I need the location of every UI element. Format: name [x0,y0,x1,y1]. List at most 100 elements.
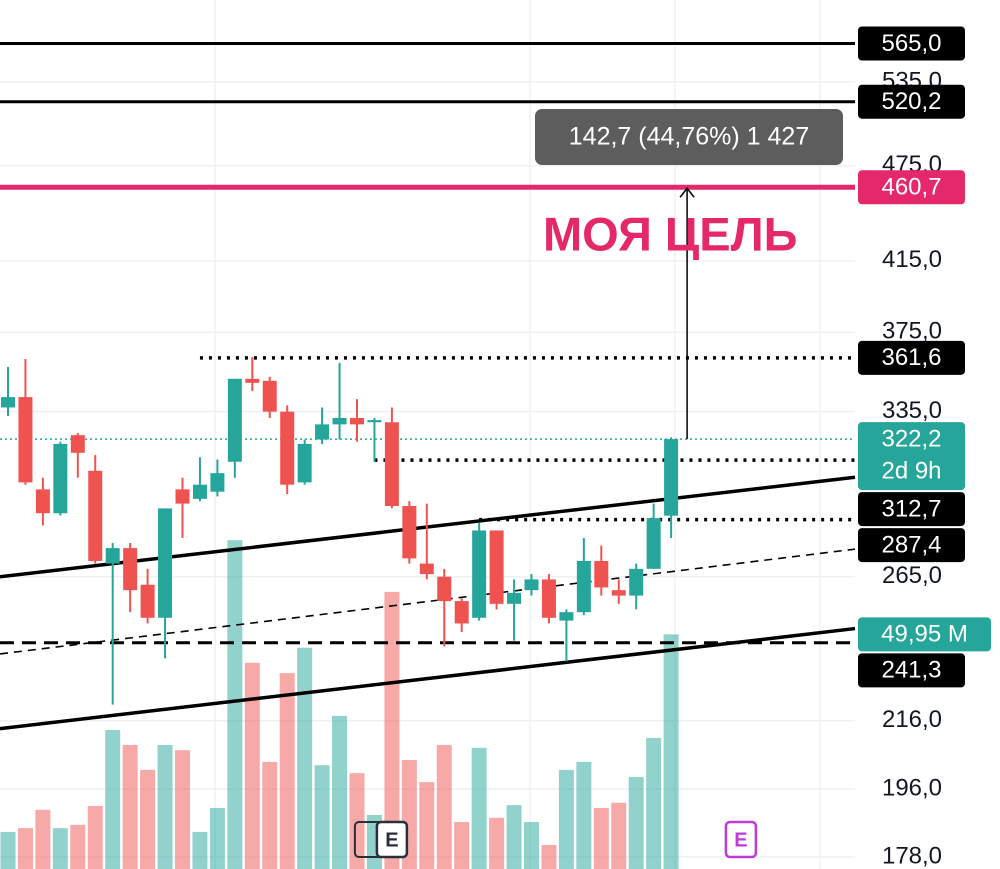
volume-bar [663,634,679,869]
volume-bar [262,761,278,869]
candle-body [646,518,661,569]
volume-bar [332,715,348,869]
y-tick-label: 265,0 [882,562,942,589]
candle-body [437,576,452,602]
price-label-box [858,528,965,563]
candle-body [629,568,644,596]
candle-body [245,378,260,383]
volume-bar [628,776,644,869]
arrow-head [679,187,695,198]
candle-body [524,579,539,591]
candle-body [140,584,155,618]
volume-bar [419,782,435,869]
price-label-box [858,340,965,375]
volume-bar [454,822,470,869]
event-label: E [734,829,747,851]
volume-bar [279,673,295,869]
candle-body [227,378,242,462]
price-label: 520,2 [881,88,941,115]
candle-body [332,417,347,425]
candle-body [175,489,190,504]
price-label: 2d 9h [881,457,941,484]
volume-bar [209,807,225,869]
volume-bar [52,828,68,869]
candle-body [70,435,85,453]
candle-body [123,548,138,591]
y-tick-label: 196,0 [882,775,942,802]
candle-body [297,443,312,483]
price-label: 49,95 M [881,621,968,648]
volume-bar [314,765,330,869]
price-label-box [858,26,965,61]
price-label: 565,0 [881,30,941,57]
event-box [375,820,409,859]
volume-bar [524,822,539,869]
trend-line [0,626,856,731]
candle-body [664,439,679,516]
measure-label: 142,7 (44,76%) 1 427 [569,123,809,151]
candle-body [1,397,15,408]
y-tick-label: 415,0 [882,246,942,273]
candle-body [541,579,556,618]
candle-body [402,506,417,559]
candle-body [559,612,574,621]
volume-bar [192,831,208,869]
volume-bar [349,773,365,869]
candle-body [262,380,277,412]
volume-bar [558,769,574,869]
candle-body [419,563,434,575]
volume-bar [297,647,313,869]
y-tick-label: 335,0 [882,397,942,424]
candle-body [367,420,382,423]
price-label-box [858,653,965,688]
annotation: МОЯ ЦЕЛЬ [543,207,797,260]
price-label: 460,7 [881,174,941,201]
price-label: 361,6 [881,344,941,371]
volume-bar [541,845,557,869]
volume-bar [157,744,173,869]
volume-bar [471,747,487,869]
candle-body [53,443,68,514]
candle-body [192,484,207,499]
measure-tooltip [535,109,843,165]
volume-bar [122,744,138,869]
candle-body [611,590,626,596]
candle-body [384,422,399,507]
price-label-box [858,422,965,491]
y-tick-label: 178,0 [882,842,942,869]
candle-body [507,592,522,604]
volume-bar [384,591,400,869]
price-label: 287,4 [881,531,941,558]
volume-bar [646,737,662,869]
volume-bar [227,540,243,869]
volume-bar [35,809,51,869]
candle-body [35,489,50,514]
event-label: E [385,829,398,851]
event-box [724,820,758,859]
volume-bar [611,802,627,869]
candle-body [315,424,330,440]
candle-body [280,411,295,485]
candle-body [105,548,120,564]
candle-body [594,560,609,588]
candle-body [472,530,487,618]
price-label-box [858,492,965,527]
price-label: 241,3 [881,657,941,684]
price-label-box [858,84,965,119]
candle-body [576,560,591,613]
volume-bar [436,744,452,869]
volume-bar [593,807,609,869]
volume-bar [140,769,156,869]
volume-bar [0,831,16,869]
volume-bar [105,729,121,869]
candle-body [350,417,364,425]
volume-bar [70,824,86,869]
candle-body [158,508,173,618]
price-label: 322,2 [881,425,941,452]
candle-body [210,473,225,492]
y-tick-label: 375,0 [882,318,942,345]
candle-body [454,601,469,624]
volume-bar [87,806,103,869]
candle-body [18,397,33,483]
